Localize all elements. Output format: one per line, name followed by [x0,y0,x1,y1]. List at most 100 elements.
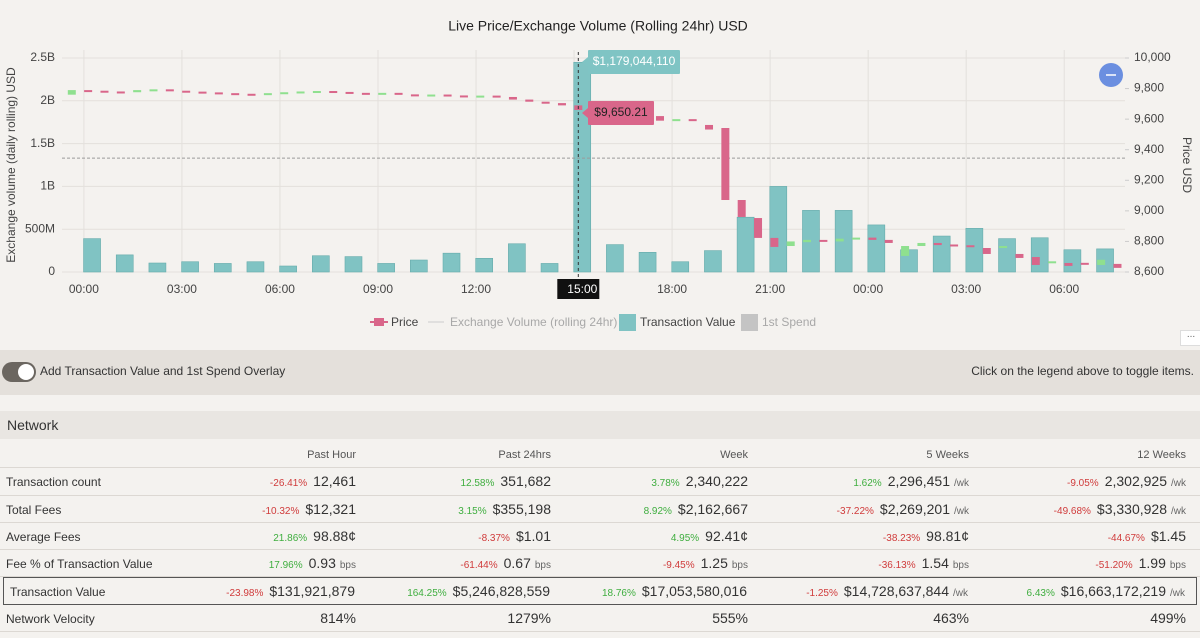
candle [835,238,844,242]
y-tick-label: 2B [40,93,55,107]
candle [394,92,403,95]
candle [688,119,697,122]
value: $1.45 [1150,527,1186,544]
table-cell: -44.67% $1.45 [1108,528,1186,544]
x-tick-label: 18:00 [657,282,687,296]
bar [475,258,493,273]
table-cell: 21.86% 98.88¢ [273,528,356,544]
column-header: Week [720,449,748,461]
change: 3.15% [458,505,487,517]
table-cell: 17.96% 0.93 bps [269,555,356,571]
unit: /wk [953,588,968,600]
legend-item[interactable]: 1st Spend [741,314,816,331]
candle [1064,262,1073,266]
table-cell: 12.58% 351,682 [460,473,551,489]
toggle-label: Add Transaction Value and 1st Spend Over… [40,364,286,378]
value: 0.93 [308,555,336,572]
value: $2,162,667 [677,500,748,517]
y-axis-title: Exchange volume (daily rolling) USD [4,67,18,263]
unit: bps [534,560,551,572]
value: 351,682 [500,473,551,490]
candle [541,101,550,104]
bar [671,261,690,273]
change: -26.41% [269,478,308,490]
change: -44.67% [1107,532,1145,544]
column-header: 12 Weeks [1137,449,1186,461]
table-row: Network Velocity 814% 1279% 555% 463% 499% [0,605,1200,633]
candle [950,244,959,247]
x-tick-label: 06:00 [265,282,295,296]
y-tick-label: 1B [40,179,55,193]
row-label: Transaction count [6,475,101,490]
candle [966,245,975,248]
table-cell: -26.41% 12,461 [270,473,356,489]
change: 6.43% [1026,588,1055,600]
y-tick-label: 500M [25,221,55,235]
candle [754,218,763,238]
candle [655,116,664,121]
bar [377,263,395,273]
candle [247,93,256,96]
y2-tick-label: 9,800 [1134,81,1164,95]
table-cell: -1.25% $14,728,637,844/wk [806,583,968,599]
table-cell: -9.05% 2,302,925/wk [1067,473,1186,489]
candle [280,92,289,95]
value: 12,461 [313,473,356,490]
candle [999,246,1008,249]
legend-item[interactable]: Exchange Volume (rolling 24hr) [428,315,617,329]
candle [982,248,991,254]
candle [868,237,877,240]
y-tick-label: 0 [48,264,55,278]
change: -49.68% [1053,505,1091,517]
candle [182,90,191,93]
table-header: Past Hour Past 24hrs Week 5 Weeks 12 Weeks [0,441,1200,469]
unit: /wk [1171,478,1186,490]
table-row: Average Fees 21.86% 98.88¢ -8.37% $1.01 4.95%… [0,523,1200,551]
y2-tick-label: 9,000 [1134,203,1164,217]
legend-item[interactable]: Price [370,315,419,329]
candle [149,89,158,92]
bar [704,250,722,273]
table-cell: -36.13% 1.54 bps [878,555,969,571]
x-tick-label: 15:00 [567,282,597,296]
change: -10.32% [262,505,300,517]
change: 1.62% [853,478,882,490]
unit: bps [339,560,356,572]
table-row: Transaction Value -23.98% $131,921,879 164.… [3,577,1197,605]
legend-item[interactable]: Transaction Value [619,314,736,331]
bar [606,244,624,273]
row-label: Network Velocity [6,611,95,626]
unit: /wk [954,478,969,490]
table-cell: 463% [933,610,969,626]
value: 814% [320,609,356,626]
candle [803,239,812,243]
bar [246,261,265,273]
overlay-toggle[interactable] [2,362,36,382]
table-row: Transaction count -26.41% 12,461 12.58% 351,… [0,468,1200,496]
value: 1279% [507,609,551,626]
table-cell: -49.68% $3,330,928/wk [1054,501,1186,517]
candle [852,237,861,240]
candle [476,95,485,98]
y2-tick-label: 9,200 [1134,172,1164,186]
table-cell: -61.44% 0.67 bps [460,555,551,571]
bar [213,263,232,273]
candle [786,241,795,247]
unit: bps [952,560,969,572]
candle [1048,261,1057,264]
tooltip-box [588,50,680,74]
bar [932,235,951,273]
bar [344,256,363,273]
candle [508,96,517,100]
table-cell: 3.78% 2,340,222 [651,473,748,489]
candle [901,246,910,256]
table-cell: 1279% [507,610,551,626]
value: 0.67 [503,555,531,572]
chart-title: Live Price/Exchange Volume (Rolling 24hr… [448,18,748,34]
change: 17.96% [268,560,303,572]
zoom-button[interactable] [1099,63,1123,87]
x-tick-label: 12:00 [461,282,491,296]
unit: /wk [954,505,969,517]
more-button[interactable]: ... [1180,330,1200,346]
